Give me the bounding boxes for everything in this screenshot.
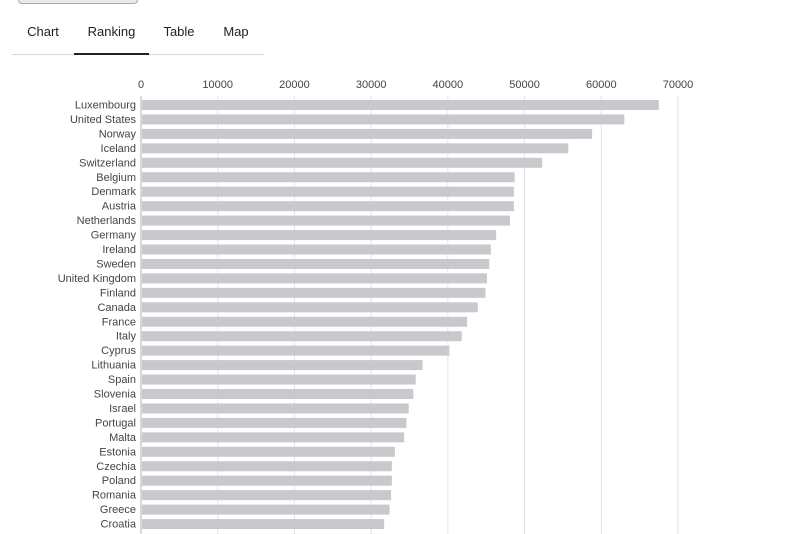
bar[interactable] (142, 128, 593, 139)
category-label: Belgium (96, 172, 136, 184)
category-label: Estonia (99, 446, 137, 458)
category-label: Cyprus (101, 345, 136, 357)
bar[interactable] (142, 302, 478, 313)
category-label: Czechia (96, 461, 137, 473)
category-label: Croatia (101, 519, 137, 531)
x-tick-label: 0 (138, 79, 144, 91)
bar[interactable] (142, 143, 569, 154)
x-tick-label: 40000 (433, 79, 464, 91)
category-label: United States (70, 114, 137, 126)
category-label: Switzerland (79, 157, 136, 169)
bar[interactable] (142, 287, 486, 298)
category-label: Netherlands (77, 215, 137, 227)
bar[interactable] (142, 490, 392, 501)
tab-map[interactable]: Map (223, 24, 249, 39)
bar[interactable] (142, 504, 390, 515)
bar[interactable] (142, 215, 510, 226)
category-label: Italy (116, 331, 137, 343)
x-tick-label: 50000 (509, 79, 540, 91)
x-tick-label: 10000 (202, 79, 233, 91)
bar[interactable] (142, 374, 416, 385)
bar[interactable] (142, 519, 385, 530)
bar[interactable] (142, 360, 423, 371)
tab-chart[interactable]: Chart (27, 24, 59, 39)
category-label: Lithuania (91, 360, 137, 372)
category-label: Ireland (102, 244, 136, 256)
category-label: Romania (92, 490, 137, 502)
x-tick-label: 70000 (663, 79, 694, 91)
bar[interactable] (142, 316, 468, 327)
category-label: Malta (109, 432, 137, 444)
bar[interactable] (142, 186, 514, 197)
bar[interactable] (142, 201, 514, 212)
category-label: Spain (108, 374, 136, 386)
category-label: Austria (102, 201, 137, 213)
bar[interactable] (142, 345, 450, 356)
bar[interactable] (142, 403, 409, 414)
bar[interactable] (142, 432, 405, 443)
bar[interactable] (142, 100, 659, 110)
category-label: Sweden (96, 258, 136, 270)
category-label: Luxembourg (75, 100, 136, 112)
category-label: United Kingdom (58, 273, 136, 285)
category-label: France (102, 316, 136, 328)
category-label: Poland (102, 475, 136, 487)
bar[interactable] (142, 244, 491, 255)
bar[interactable] (142, 389, 414, 399)
category-label: Norway (99, 128, 137, 140)
bar[interactable] (142, 417, 407, 428)
bar[interactable] (142, 157, 543, 168)
bar[interactable] (142, 446, 395, 457)
bar[interactable] (142, 331, 462, 342)
bar[interactable] (142, 475, 392, 486)
category-label: Portugal (95, 417, 136, 429)
x-tick-label: 20000 (279, 79, 310, 91)
category-label: Finland (100, 287, 136, 299)
category-label: Iceland (101, 143, 136, 155)
category-label: Germany (91, 230, 137, 242)
bar[interactable] (142, 230, 497, 241)
category-label: Israel (109, 403, 136, 415)
tab-table[interactable]: Table (163, 24, 195, 39)
bar[interactable] (142, 172, 515, 183)
category-label: Canada (97, 302, 136, 314)
category-label: Greece (100, 504, 136, 516)
bar[interactable] (142, 273, 487, 284)
bar[interactable] (142, 258, 490, 269)
bar[interactable] (142, 114, 625, 125)
category-label: Slovenia (94, 389, 137, 401)
x-tick-label: 30000 (356, 79, 387, 91)
bar[interactable] (142, 461, 392, 472)
category-label: Denmark (91, 186, 136, 198)
x-tick-label: 60000 (586, 79, 617, 91)
tab-ranking[interactable]: Ranking (74, 20, 149, 55)
view-tabs: Chart Ranking Table Map (12, 20, 264, 55)
